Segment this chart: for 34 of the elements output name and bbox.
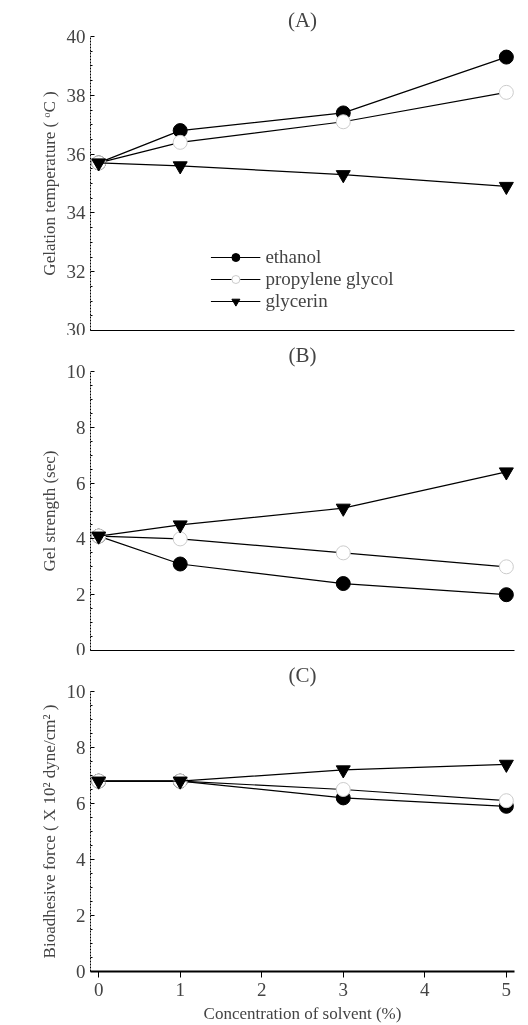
y-tick-label: 38 xyxy=(66,84,86,106)
chart-title: (B) xyxy=(288,342,317,367)
y-tick-label: 6 xyxy=(76,793,86,814)
y-tick-label: 2 xyxy=(76,905,86,926)
chart-title: (A) xyxy=(287,7,318,32)
legend-label: glycerin xyxy=(265,290,328,312)
y-tick-label: 8 xyxy=(76,416,86,438)
y-tick-label: 2 xyxy=(76,584,86,606)
y-tick-label: 30 xyxy=(66,318,86,340)
x-tick-label: 5 xyxy=(501,978,512,1000)
x-tick-label: 0 xyxy=(93,978,104,1000)
chart-title: (C) xyxy=(288,662,317,687)
y-tick-label: 8 xyxy=(76,737,86,758)
legend-label: ethanol xyxy=(265,246,322,268)
y-tick-label: 10 xyxy=(66,361,86,382)
y-tick-label: 0 xyxy=(76,638,86,660)
y-tick-label: 6 xyxy=(76,472,86,494)
y-tick-label: 4 xyxy=(76,528,86,550)
x-tick-label: 3 xyxy=(338,978,349,1000)
y-tick-label: 36 xyxy=(66,143,86,165)
y-axis-title: Gel strength (sec) xyxy=(39,450,59,572)
legend-label: propylene glycol xyxy=(265,268,394,290)
y-tick-label: 4 xyxy=(76,849,86,870)
y-tick-label: 32 xyxy=(66,261,86,283)
y-axis-title: Bioadhesive force ( X 10² dyne/cm² ) xyxy=(39,704,59,959)
x-axis-title: Concentration of solvent (%) xyxy=(203,1003,402,1023)
x-tick-label: 1 xyxy=(175,978,185,1000)
y-tick-label: 40 xyxy=(66,26,86,47)
x-tick-label: 4 xyxy=(420,978,431,1000)
y-tick-label: 10 xyxy=(66,681,86,702)
y-tick-label: 0 xyxy=(76,961,86,982)
y-axis-title: Gelation temperature ( ᵒC ) xyxy=(39,91,59,276)
y-tick-label: 34 xyxy=(66,202,86,224)
x-tick-label: 2 xyxy=(256,978,267,1000)
